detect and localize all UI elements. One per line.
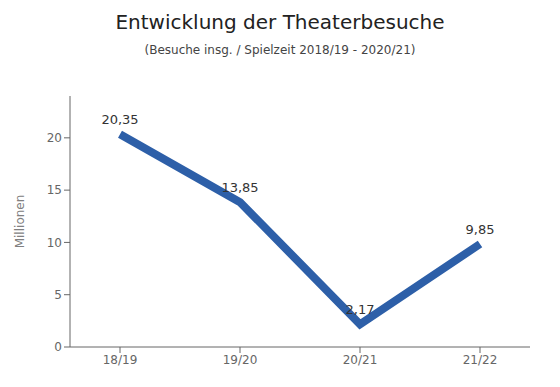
svg-text:18/19: 18/19 [103, 353, 138, 367]
svg-text:Millionen: Millionen [13, 195, 27, 249]
svg-text:10: 10 [47, 236, 62, 250]
html-text:Entwicklung der Theaterbesuche: Entwicklung der Theaterbesuche [115, 10, 445, 34]
svg-text:15: 15 [47, 183, 62, 197]
svg-text:20,35: 20,35 [101, 112, 138, 127]
svg-text:13,85: 13,85 [221, 180, 258, 195]
svg-text:5: 5 [54, 288, 62, 302]
svg-text:20: 20 [47, 131, 62, 145]
svg-text:21/22: 21/22 [463, 353, 498, 367]
svg-text:2,17: 2,17 [346, 302, 375, 317]
svg-text:0: 0 [54, 340, 62, 354]
svg-text:9,85: 9,85 [466, 222, 495, 237]
svg-text:19/20: 19/20 [223, 353, 258, 367]
html-text:(Besuche insg. / Spielzeit 201: (Besuche insg. / Spielzeit 2018/19 - 202… [144, 43, 416, 57]
svg-text:20/21: 20/21 [343, 353, 378, 367]
